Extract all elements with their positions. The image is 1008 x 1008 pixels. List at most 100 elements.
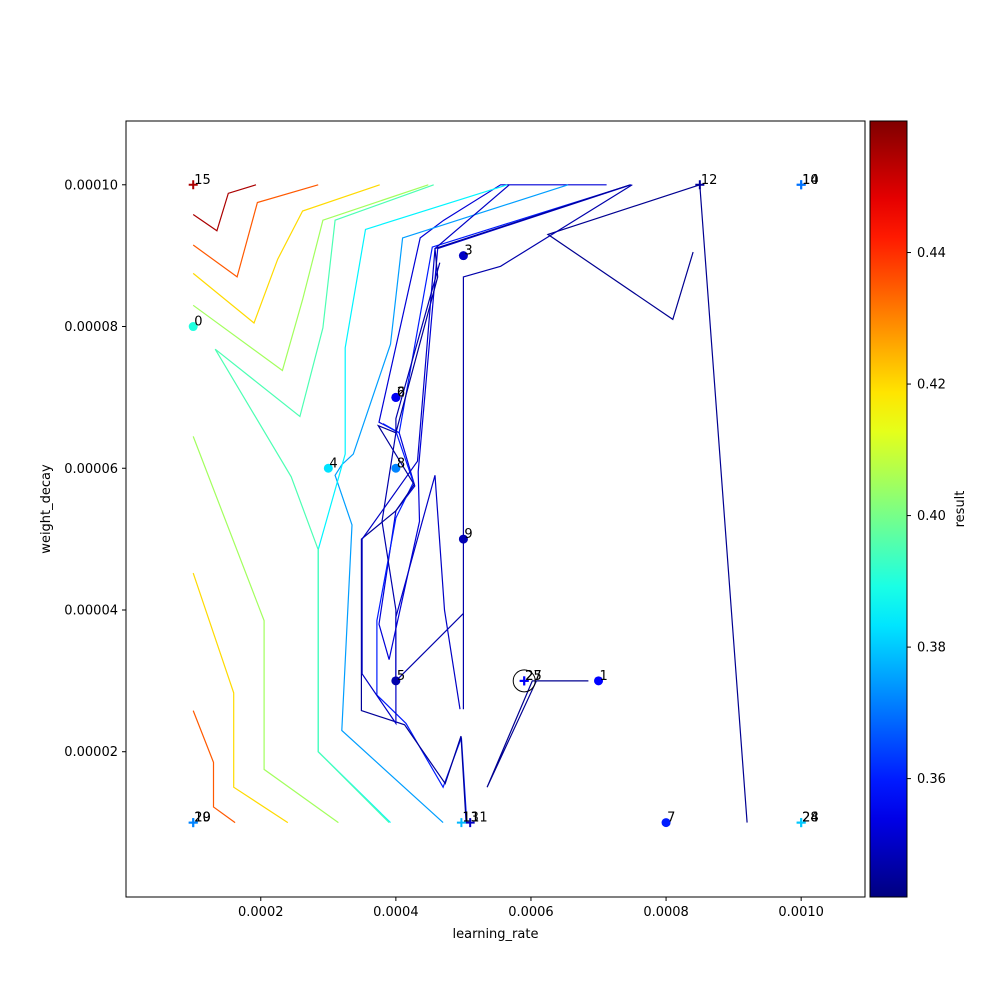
point-marker xyxy=(458,534,468,544)
point-marker xyxy=(456,818,466,828)
data-point: 13 xyxy=(456,811,479,828)
point-marker xyxy=(796,818,806,828)
contour-line xyxy=(214,348,390,824)
point-marker xyxy=(188,322,198,332)
x-tick-label: 0.0004 xyxy=(373,905,419,920)
contour-line xyxy=(381,184,633,710)
point-label: 15 xyxy=(194,173,211,188)
contour-line xyxy=(546,183,748,823)
x-axis: 0.0002 0.0004 0.0006 0.0008 0.0010 xyxy=(238,897,824,920)
point-marker xyxy=(465,818,475,828)
point-marker xyxy=(695,180,705,190)
contour-line xyxy=(376,184,632,823)
contour-line xyxy=(361,184,510,726)
point-label: 20 xyxy=(194,811,211,826)
contour-line xyxy=(192,184,380,324)
data-point: 6 xyxy=(391,385,405,402)
point-label: 0 xyxy=(194,315,202,330)
data-point: 14 xyxy=(796,173,819,190)
contour-line xyxy=(360,184,631,823)
point-marker xyxy=(594,676,604,686)
y-tick-label: 0.00006 xyxy=(64,462,118,477)
y-axis-label: weight_decay xyxy=(39,464,54,554)
best-point-ring xyxy=(512,669,536,693)
point-label: 7 xyxy=(667,811,675,826)
contour-line xyxy=(214,184,434,418)
point-label: 6 xyxy=(397,385,405,400)
point-label: 19 xyxy=(194,811,211,826)
point-marker xyxy=(391,676,401,686)
colorbar-tick-label: 0.44 xyxy=(917,246,946,261)
x-tick-label: 0.0010 xyxy=(778,905,824,920)
colorbar-tick-label: 0.42 xyxy=(917,378,946,393)
contour-line xyxy=(378,184,632,660)
contour-line xyxy=(486,680,589,788)
point-label: 8 xyxy=(397,456,405,471)
data-point: 20 xyxy=(188,811,211,828)
contour-line xyxy=(192,572,289,824)
point-marker xyxy=(391,463,401,473)
data-point: 28 xyxy=(796,811,819,828)
data-point: 7 xyxy=(661,811,675,828)
contour-line xyxy=(192,436,339,824)
colorbar-tick-label: 0.36 xyxy=(917,772,946,787)
colorbar-gradient xyxy=(869,120,908,898)
contour-line xyxy=(192,184,257,232)
point-label: 28 xyxy=(802,811,819,826)
point-label: 5 xyxy=(397,669,405,684)
data-point: 15 xyxy=(188,173,211,190)
contour-line xyxy=(334,184,569,824)
colorbar-tick-label: 0.40 xyxy=(917,509,946,524)
colorbar: 0.36 0.38 0.40 0.42 0.44 result xyxy=(869,120,968,898)
plot-frame xyxy=(125,120,866,898)
point-marker xyxy=(323,463,333,473)
data-point: 27 xyxy=(519,669,542,686)
contour-layer xyxy=(192,183,748,824)
point-label: 2 xyxy=(397,385,405,400)
point-marker xyxy=(519,676,529,686)
point-marker xyxy=(188,180,198,190)
point-label: 12 xyxy=(701,173,718,188)
data-point: 8 xyxy=(391,456,405,473)
y-tick-label: 0.00010 xyxy=(64,178,118,193)
point-label: 24 xyxy=(802,811,819,826)
point-marker xyxy=(796,180,806,190)
point-label: 1 xyxy=(600,669,608,684)
point-label: 13 xyxy=(462,811,479,826)
contour-line xyxy=(192,184,429,372)
point-label: 27 xyxy=(525,669,542,684)
point-marker xyxy=(391,392,401,402)
x-axis-label: learning_rate xyxy=(453,927,539,942)
colorbar-ticks: 0.36 0.38 0.40 0.42 0.44 xyxy=(907,246,946,787)
colorbar-tick-label: 0.38 xyxy=(917,641,946,656)
data-point: 5 xyxy=(391,669,405,686)
point-label: 9 xyxy=(464,527,472,542)
x-tick-label: 0.0008 xyxy=(643,905,689,920)
contour-line xyxy=(192,184,319,278)
data-point: 9 xyxy=(458,527,473,544)
contour-line xyxy=(192,710,236,824)
y-tick-label: 0.00002 xyxy=(64,745,118,760)
colorbar-label: result xyxy=(953,491,968,528)
y-axis: 0.00002 0.00004 0.00006 0.00008 0.00010 xyxy=(64,178,126,760)
point-label: 25 xyxy=(525,669,542,684)
data-point: 0 xyxy=(188,315,202,332)
point-marker xyxy=(661,818,671,828)
point-marker xyxy=(188,818,198,828)
point-label: 14 xyxy=(802,173,819,188)
point-label: 4 xyxy=(329,456,337,471)
x-tick-label: 0.0002 xyxy=(238,905,284,920)
point-label: 3 xyxy=(464,244,472,259)
data-point: 4 xyxy=(323,456,338,473)
data-point: 3 xyxy=(458,244,473,261)
point-label: 11 xyxy=(471,811,488,826)
y-tick-label: 0.00008 xyxy=(64,320,118,335)
data-point: 12 xyxy=(695,173,717,190)
point-label: 10 xyxy=(802,173,819,188)
point-marker xyxy=(458,251,468,261)
data-point: 1 xyxy=(594,669,608,686)
x-tick-label: 0.0006 xyxy=(508,905,554,920)
data-point: 11 xyxy=(465,811,488,828)
